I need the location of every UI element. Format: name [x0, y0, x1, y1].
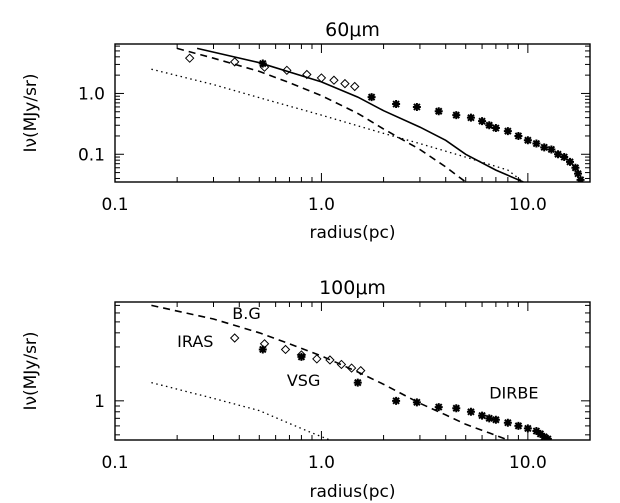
asterisk-point — [412, 102, 421, 111]
diamond-point — [346, 363, 357, 373]
asterisk-point — [547, 145, 556, 154]
y-tick-label: 1.0 — [78, 84, 105, 104]
diamond-point — [340, 78, 350, 89]
diamond-point — [316, 73, 327, 83]
asterisk-point — [434, 107, 443, 116]
y-tick-label: 0.1 — [78, 145, 105, 165]
asterisk-point — [523, 136, 532, 145]
asterisk-point — [367, 93, 376, 102]
asterisk-point — [554, 150, 563, 159]
annotation-label: VSG — [287, 371, 321, 390]
asterisk-point — [412, 398, 421, 407]
diamond-point — [229, 57, 240, 67]
asterisk-point — [514, 131, 523, 140]
diamond-point — [229, 333, 240, 343]
asterisk-point — [485, 121, 494, 130]
asterisk-point — [452, 404, 461, 413]
panel-title: 60μm — [325, 19, 380, 41]
asterisk-point — [523, 424, 532, 433]
asterisk-point — [491, 415, 500, 424]
diamond-point — [282, 65, 292, 76]
asterisk-point — [532, 139, 541, 148]
diamond-point — [325, 355, 335, 365]
asterisk-point — [560, 153, 569, 162]
diamond-point — [280, 344, 291, 355]
x-axis-label: radius(pc) — [310, 223, 396, 243]
x-tick-label: 1.0 — [308, 453, 335, 473]
asterisk-point — [478, 117, 487, 126]
asterisk-point — [540, 143, 549, 152]
annotation-label: IRAS — [177, 332, 213, 351]
plot-area — [151, 47, 585, 182]
plot-frame — [114, 301, 591, 441]
asterisk-point — [392, 396, 401, 405]
asterisk-point — [353, 378, 362, 387]
asterisk-point — [514, 421, 523, 430]
asterisk-point — [258, 59, 267, 68]
solid-curve — [196, 47, 524, 182]
annotation-label: DIRBE — [489, 383, 538, 402]
asterisk-point — [434, 403, 443, 412]
asterisk-point — [571, 163, 580, 172]
plot-area — [151, 304, 552, 440]
asterisk-point — [485, 414, 494, 423]
x-axis-label: radius(pc) — [310, 482, 396, 502]
asterisk-point — [532, 427, 541, 436]
asterisk-point — [491, 124, 500, 133]
asterisk-point — [466, 407, 475, 416]
diamond-point — [184, 53, 195, 63]
diamond-point — [336, 359, 347, 370]
x-tick-label: 1.0 — [308, 195, 335, 215]
asterisk-point — [466, 113, 475, 122]
plot-frame — [114, 43, 591, 183]
panel-60um: 60μm 0.1 1.0 10.0 1.0 0.1 radius(pc) Iν(MJy/sr) — [21, 19, 591, 243]
asterisk-point — [576, 175, 585, 182]
y-tick-label: 1 — [94, 392, 105, 412]
diamond-point — [350, 81, 360, 92]
asterisk-point — [478, 411, 487, 420]
panel-100um: 100μm 0.1 1.0 10.0 1 radius(pc) Iν(MJy/sr) B.G I… — [21, 277, 591, 502]
x-tick-label: 0.1 — [101, 453, 128, 473]
x-tick-label: 10.0 — [509, 453, 547, 473]
asterisk-point — [543, 434, 552, 440]
asterisk-point — [392, 100, 401, 109]
annotation-label: B.G — [232, 304, 260, 323]
diamond-point — [356, 365, 366, 376]
y-axis-label: Iν(MJy/sr) — [21, 331, 41, 410]
asterisk-point — [297, 352, 306, 361]
y-axis-label: Iν(MJy/sr) — [21, 73, 41, 152]
diamond-point — [312, 354, 322, 364]
diamond-point — [302, 69, 312, 80]
asterisk-point — [574, 169, 583, 178]
asterisk-point — [503, 418, 512, 427]
asterisk-point — [536, 429, 545, 438]
panel-title: 100μm — [319, 277, 386, 299]
dashed-curve — [151, 304, 509, 440]
dotted-curve — [151, 68, 524, 182]
asterisk-point — [258, 345, 267, 354]
dotted-curve — [151, 381, 331, 440]
x-tick-label: 10.0 — [509, 195, 547, 215]
diamond-point — [329, 75, 339, 85]
asterisk-point — [452, 111, 461, 120]
asterisk-point — [503, 127, 512, 136]
asterisk-point — [540, 432, 549, 440]
x-tick-label: 0.1 — [101, 195, 128, 215]
asterisk-point — [565, 157, 574, 166]
